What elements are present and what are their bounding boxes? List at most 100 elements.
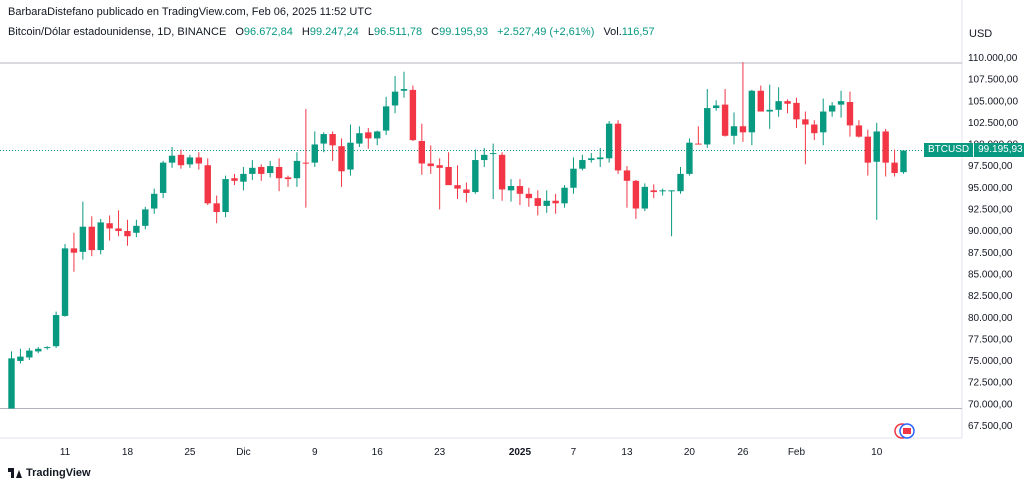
x-tick-label: 25 (184, 447, 196, 458)
x-tick-label: Feb (788, 447, 806, 458)
candle-body (106, 223, 113, 229)
events-icon[interactable] (894, 423, 916, 439)
candle-body (721, 104, 729, 136)
candle-body (811, 124, 818, 134)
candle-body (793, 102, 800, 120)
brand-footer[interactable]: TradingView (8, 467, 91, 479)
candle-body (338, 146, 345, 172)
candle-body (891, 162, 898, 174)
candle-body (766, 109, 773, 112)
candle-body (284, 177, 292, 180)
candle-body (588, 158, 595, 161)
candle-body (784, 101, 791, 104)
candle-body (623, 170, 631, 181)
change-value: +2.527,49 (+2,61%) (497, 26, 595, 38)
x-tick-label: 23 (434, 447, 446, 458)
y-tick-label: 110.000,00 (968, 53, 1018, 64)
y-tick-label: 67.500,00 (968, 421, 1013, 432)
candle-body (516, 186, 524, 194)
candle-body (8, 358, 15, 409)
close-value: 99.195,93 (439, 26, 489, 38)
candle-body (686, 142, 693, 174)
volume-value: 116,57 (621, 26, 655, 38)
candle-body (52, 315, 60, 347)
candle-body (43, 347, 51, 349)
candle-body (400, 89, 408, 91)
candle-body (329, 134, 336, 146)
candle-body (133, 225, 140, 233)
candle-body (168, 155, 176, 163)
y-tick-label: 105.000,00 (968, 96, 1018, 107)
x-tick-label: 7 (571, 447, 577, 458)
candle-body (525, 193, 533, 199)
candle-body (391, 91, 399, 106)
candle-body (347, 142, 354, 170)
candle-body (561, 187, 568, 204)
y-tick-label: 102.500,00 (968, 118, 1018, 129)
y-tick-label: 92.500,00 (968, 205, 1013, 216)
candle-body (311, 144, 318, 163)
candle-body (802, 119, 809, 125)
symbol-legend: Bitcoin/Dólar estadounidense, 1D, BINANC… (8, 26, 655, 38)
x-tick-label: 10 (871, 447, 883, 458)
candle-body (320, 134, 327, 144)
candle-body (837, 101, 845, 105)
candle-body (704, 108, 711, 145)
candle-body (641, 186, 649, 209)
candle-body (159, 162, 167, 193)
candle-body (454, 185, 461, 189)
volume-label: Vol. (603, 26, 622, 38)
candle-body (213, 203, 220, 212)
candle-body (498, 154, 506, 190)
currency-unit[interactable]: USD (969, 28, 993, 40)
candle-body (151, 193, 158, 209)
candle-body (266, 166, 274, 174)
y-tick-label: 70.000,00 (968, 399, 1013, 410)
close-label: C (431, 26, 440, 38)
candle-body (481, 154, 488, 161)
y-tick-label: 107.500,00 (968, 75, 1018, 86)
y-tick-label: 72.500,00 (968, 378, 1013, 389)
candle-body (855, 125, 863, 137)
candle-body (739, 126, 747, 133)
candle-body (472, 160, 479, 193)
candle-body (17, 356, 24, 361)
candle-body (579, 160, 586, 169)
candle-body (258, 166, 265, 174)
x-tick-label: 16 (372, 447, 384, 458)
y-tick-label: 90.000,00 (968, 226, 1013, 237)
open-value: 96.672,84 (243, 26, 293, 38)
x-tick-label: 2025 (509, 447, 532, 458)
candle-body (489, 153, 497, 155)
candle-body (249, 167, 256, 174)
candle-body (463, 189, 470, 193)
candle-body (409, 89, 417, 141)
candle-body (775, 101, 782, 110)
candle-body (507, 186, 515, 191)
y-tick-label: 75.000,00 (968, 356, 1013, 367)
candle-body (748, 90, 756, 133)
low-value: 96.511,78 (373, 26, 423, 38)
x-tick-label: 11 (60, 447, 71, 458)
candle-body (222, 179, 229, 212)
y-tick-label: 95.000,00 (968, 183, 1013, 194)
candle-body (552, 200, 559, 204)
candle-body (436, 165, 443, 168)
candle-body (186, 157, 194, 165)
candle-body (534, 198, 541, 206)
candle-body (365, 132, 372, 139)
candle-body (695, 143, 702, 145)
candle-body (445, 166, 452, 186)
candle-body (79, 226, 87, 252)
y-tick-label: 77.500,00 (968, 334, 1013, 345)
low-label: L (367, 26, 374, 38)
last-price-tag: BTCUSD 99.195,93 (924, 143, 1024, 157)
candle-body (61, 248, 69, 316)
symbol-description: Bitcoin/Dólar estadounidense, 1D, BINANC… (8, 26, 227, 38)
candle-body (418, 140, 426, 164)
y-tick-label: 82.500,00 (968, 291, 1013, 302)
candle-body (70, 248, 78, 253)
candle-body (293, 160, 301, 179)
tradingview-logo-icon (8, 468, 22, 478)
